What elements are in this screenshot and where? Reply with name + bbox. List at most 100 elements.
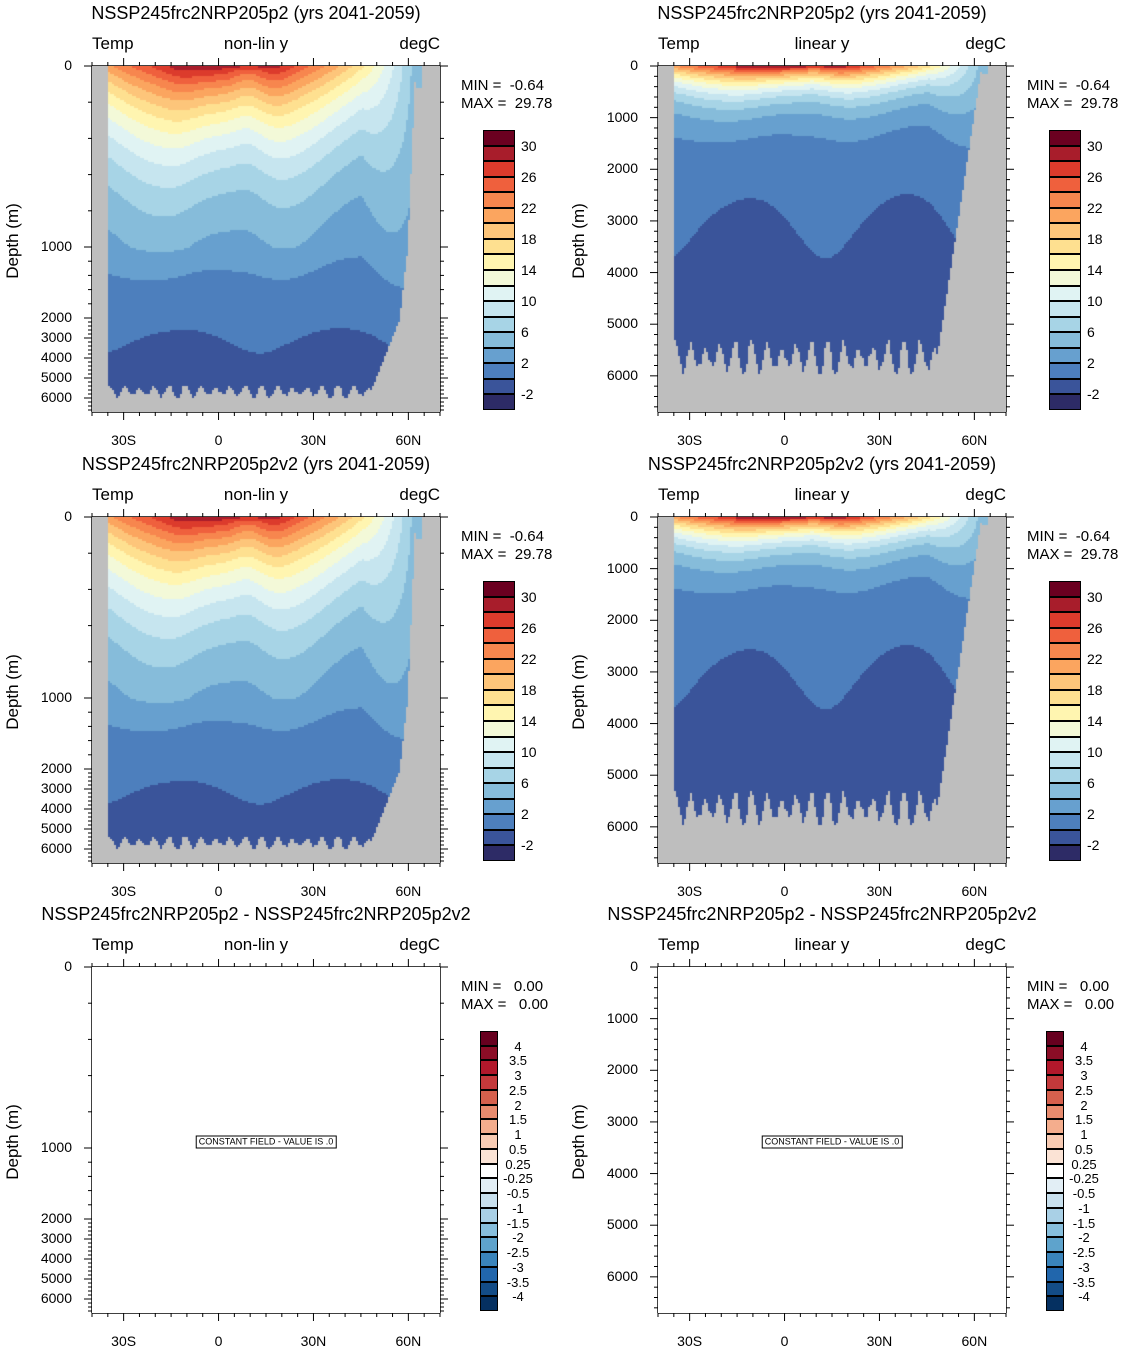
colorbar-box bbox=[1049, 161, 1081, 177]
colorbar-box bbox=[1049, 378, 1081, 395]
contour-field bbox=[658, 66, 1006, 412]
y-tick-label: 4000 bbox=[606, 714, 638, 731]
y-tick-label: 5000 bbox=[40, 369, 72, 385]
x-tick-label: 30N bbox=[866, 432, 893, 448]
y-tick-label: 5000 bbox=[40, 820, 72, 836]
colorbar-label: 4 bbox=[1080, 1038, 1088, 1054]
colorbar-box bbox=[480, 1075, 498, 1090]
colorbar-label: 30 bbox=[1087, 137, 1103, 154]
plot-title: NSSP245frc2NRP205p2 (yrs 2041-2059) bbox=[657, 3, 987, 23]
y-tick-label: 6000 bbox=[40, 840, 72, 856]
colorbar-box bbox=[1046, 1193, 1064, 1208]
colorbar-label: 6 bbox=[521, 775, 529, 792]
x-tick-label: 30S bbox=[111, 883, 137, 899]
units-label: degC bbox=[965, 485, 1006, 504]
y-tick-label: 4000 bbox=[606, 1164, 638, 1181]
y-tick-label: 6000 bbox=[606, 817, 638, 834]
colorbar-label: 10 bbox=[521, 293, 537, 310]
colorbar-box bbox=[483, 378, 515, 395]
center-label: linear y bbox=[794, 935, 850, 954]
constant-field-label: CONSTANT FIELD - VALUE IS .0 bbox=[195, 1135, 337, 1149]
colorbar-label: 22 bbox=[1087, 650, 1103, 667]
y-tick-label: 0 bbox=[630, 57, 638, 73]
colorbar-box bbox=[480, 1104, 498, 1120]
colorbar-label: 22 bbox=[521, 199, 537, 216]
colorbar-box bbox=[1049, 581, 1081, 597]
colorbar-label: 1.5 bbox=[1074, 1112, 1094, 1128]
colorbar-box bbox=[1049, 301, 1081, 317]
colorbar-label: 4 bbox=[514, 1038, 522, 1054]
colorbar-box bbox=[1046, 1045, 1064, 1061]
colorbar-box bbox=[480, 1222, 498, 1238]
colorbar-box bbox=[1049, 627, 1081, 644]
colorbar-box bbox=[1049, 270, 1081, 286]
colorbar-label: 0.25 bbox=[505, 1156, 531, 1172]
min-value: MIN = -0.64 bbox=[1027, 77, 1110, 94]
colorbar-label: 2 bbox=[1080, 1097, 1088, 1113]
colorbar-label: 26 bbox=[521, 168, 537, 185]
colorbar-box bbox=[483, 689, 515, 706]
colorbar-label: 3.5 bbox=[1074, 1053, 1094, 1069]
colorbar-label: -1 bbox=[512, 1200, 524, 1216]
colorbar-label: 2.5 bbox=[508, 1082, 528, 1098]
y-axis-label: Depth (m) bbox=[3, 203, 22, 279]
colorbar-label: 18 bbox=[521, 681, 537, 698]
colorbar-box bbox=[483, 658, 515, 675]
colorbar-box bbox=[483, 721, 515, 737]
y-tick-label: 1000 bbox=[606, 559, 638, 576]
colorbar-box bbox=[1046, 1119, 1064, 1135]
colorbar-label: -0.25 bbox=[503, 1171, 533, 1187]
colorbar-box bbox=[1049, 783, 1081, 799]
y-tick-label: 2000 bbox=[40, 309, 72, 325]
colorbar-box bbox=[483, 130, 515, 146]
colorbar-box bbox=[1049, 176, 1081, 193]
colorbar-label: -1.5 bbox=[506, 1215, 530, 1231]
y-tick-label: 5000 bbox=[40, 1270, 72, 1286]
y-tick-label: 5000 bbox=[606, 766, 638, 783]
units-label: degC bbox=[399, 485, 440, 504]
colorbar-label: 22 bbox=[521, 650, 537, 667]
colorbar-box bbox=[483, 752, 515, 768]
x-tick-label: 30N bbox=[866, 883, 893, 899]
colorbar-box bbox=[483, 223, 515, 239]
colorbar-box bbox=[480, 1045, 498, 1061]
colorbar-box bbox=[483, 192, 515, 208]
colorbar-label: 30 bbox=[1087, 588, 1103, 605]
colorbar-label: -0.5 bbox=[1072, 1186, 1096, 1202]
colorbar-label: -2 bbox=[521, 386, 534, 403]
x-tick-label: 30S bbox=[677, 432, 703, 448]
colorbar-box bbox=[480, 1207, 498, 1223]
colorbar-label: 10 bbox=[521, 744, 537, 761]
colorbar-box bbox=[1049, 643, 1081, 659]
colorbar-label: 0.25 bbox=[1071, 1156, 1097, 1172]
colorbar-label: 1 bbox=[514, 1127, 522, 1143]
colorbar-label: 14 bbox=[1087, 262, 1103, 278]
colorbar-box bbox=[480, 1237, 498, 1253]
x-tick-label: 30N bbox=[300, 432, 327, 448]
y-tick-label: 4000 bbox=[40, 1250, 72, 1266]
colorbar-label: 3.5 bbox=[508, 1053, 528, 1069]
colorbar-box bbox=[1049, 316, 1081, 333]
colorbar-box bbox=[1049, 130, 1081, 146]
colorbar-box bbox=[483, 783, 515, 799]
contour-field bbox=[658, 517, 1006, 863]
y-tick-label: 1000 bbox=[606, 108, 638, 125]
colorbar-box bbox=[1049, 814, 1081, 830]
colorbar-box bbox=[483, 674, 515, 690]
max-value: MAX = 29.78 bbox=[461, 546, 553, 563]
colorbar-box bbox=[483, 363, 515, 379]
left-label: Temp bbox=[658, 935, 700, 954]
colorbar-box bbox=[1049, 596, 1081, 613]
colorbar-box bbox=[1049, 347, 1081, 364]
colorbar-box bbox=[483, 347, 515, 364]
colorbar-label: 3 bbox=[1080, 1068, 1088, 1084]
colorbar-label: 2 bbox=[521, 806, 529, 823]
colorbar-box bbox=[480, 1089, 498, 1105]
colorbar-box bbox=[1049, 332, 1081, 348]
colorbar-box bbox=[483, 270, 515, 286]
contour-field bbox=[92, 66, 440, 412]
y-tick-label: 2000 bbox=[606, 611, 638, 628]
contour-field bbox=[92, 517, 440, 863]
x-tick-label: 60N bbox=[395, 432, 422, 448]
colorbar-box bbox=[1049, 674, 1081, 690]
